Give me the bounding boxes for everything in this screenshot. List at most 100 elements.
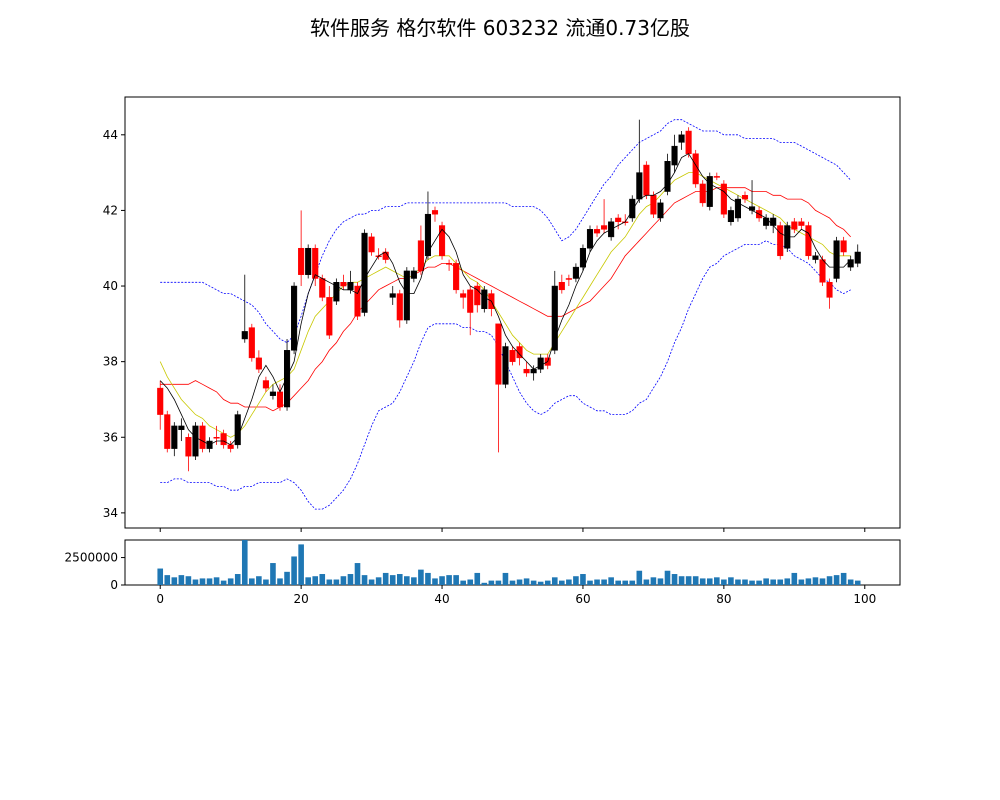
volume-bar (256, 576, 262, 585)
volume-bar (396, 574, 403, 585)
volume-bar (270, 563, 276, 585)
volume-bar (854, 580, 861, 585)
volume-bar (474, 572, 481, 585)
candle-body (333, 282, 340, 302)
volume-bar (580, 574, 586, 585)
volume-bar (213, 577, 220, 585)
volume-bar (559, 580, 565, 585)
price-ytick-label: 40 (103, 279, 118, 293)
candle-body (298, 247, 305, 275)
volume-bar (453, 575, 459, 585)
volume-bar (784, 578, 791, 585)
candle-body (509, 350, 516, 362)
volume-bar (566, 579, 572, 585)
volume-bar (650, 577, 657, 585)
volume-bar (756, 580, 762, 585)
candle-body (763, 217, 770, 226)
candle-body (354, 285, 361, 317)
candle-body (438, 225, 446, 257)
candle-body (319, 278, 326, 298)
volume-bar (418, 569, 424, 585)
candle-body (748, 206, 756, 211)
candle-body (164, 414, 171, 449)
candle-body (777, 225, 784, 257)
volume-bar (826, 576, 833, 585)
candle-body (720, 183, 727, 215)
volume-bar (277, 578, 283, 585)
volume-bar (523, 578, 530, 585)
volume-bar (847, 579, 854, 585)
candle-body (262, 380, 269, 389)
volume-bar (178, 575, 185, 585)
candle-body (220, 433, 227, 446)
candle-body (248, 327, 255, 359)
volume-xtick-label: 40 (434, 592, 449, 606)
candle-body (502, 346, 509, 385)
candle-body (495, 323, 502, 385)
candle-body (678, 134, 685, 143)
chart-title: 软件服务 格尔软件 603232 流通0.73亿股 (310, 16, 690, 40)
candle-body (157, 387, 164, 415)
volume-bar (206, 578, 213, 585)
volume-bar (502, 572, 509, 585)
price-panel: 34 36 38 40 42 44 (103, 96, 901, 532)
candle-body (460, 293, 467, 298)
volume-bar (241, 540, 248, 585)
volume-bar (234, 574, 241, 585)
volume-bar (714, 577, 720, 585)
volume-bar (728, 577, 734, 585)
volume-bar (481, 582, 488, 585)
candle-body (446, 263, 453, 265)
candle-body (643, 164, 650, 196)
volume-bar (446, 575, 452, 585)
volume-bar (305, 577, 311, 585)
volume-bar (439, 576, 445, 585)
volume-bar (791, 572, 798, 585)
volume-bar (220, 580, 227, 585)
candle-body (650, 195, 657, 215)
candle-body (819, 259, 826, 283)
candle-body (727, 210, 734, 223)
candle-body (770, 217, 777, 226)
candle-body (685, 130, 692, 154)
ma5-line (159, 153, 851, 446)
candle-body (474, 285, 481, 306)
candle-body (213, 437, 220, 439)
candle-body (826, 282, 833, 298)
candle-body (396, 293, 403, 321)
volume-bar (692, 576, 699, 585)
candle-body (847, 259, 854, 268)
volume-bar (763, 578, 769, 585)
candle-body (537, 357, 544, 370)
ma10-line (159, 172, 851, 438)
volume-bar (798, 579, 805, 585)
volume-bar (361, 575, 368, 585)
volume-bar (227, 578, 234, 585)
volume-bar (601, 579, 607, 585)
volume-bar (594, 579, 600, 585)
volume-bar (326, 579, 333, 585)
volume-bar (411, 577, 417, 585)
volume-bar (721, 579, 727, 585)
volume-bar (488, 580, 495, 585)
candle-body (812, 255, 819, 260)
volume-bar (735, 579, 741, 585)
volume-bar (742, 579, 748, 585)
candle-body (551, 285, 558, 351)
volume-bar (319, 574, 326, 585)
price-ytick-label: 38 (103, 355, 118, 369)
candle-body (664, 161, 671, 192)
candle-body (636, 172, 643, 200)
price-ytick-label: 36 (103, 430, 118, 444)
volume-bar (643, 579, 650, 585)
candle-body (629, 198, 636, 219)
volume-bar (199, 578, 206, 585)
volume-bar (587, 580, 593, 585)
volume-bar (608, 577, 614, 585)
candle-body (805, 225, 812, 257)
volume-ytick-label: 0 (110, 578, 118, 592)
volume-bar (636, 570, 643, 585)
candle-body (565, 278, 572, 280)
volume-bar (263, 579, 269, 585)
